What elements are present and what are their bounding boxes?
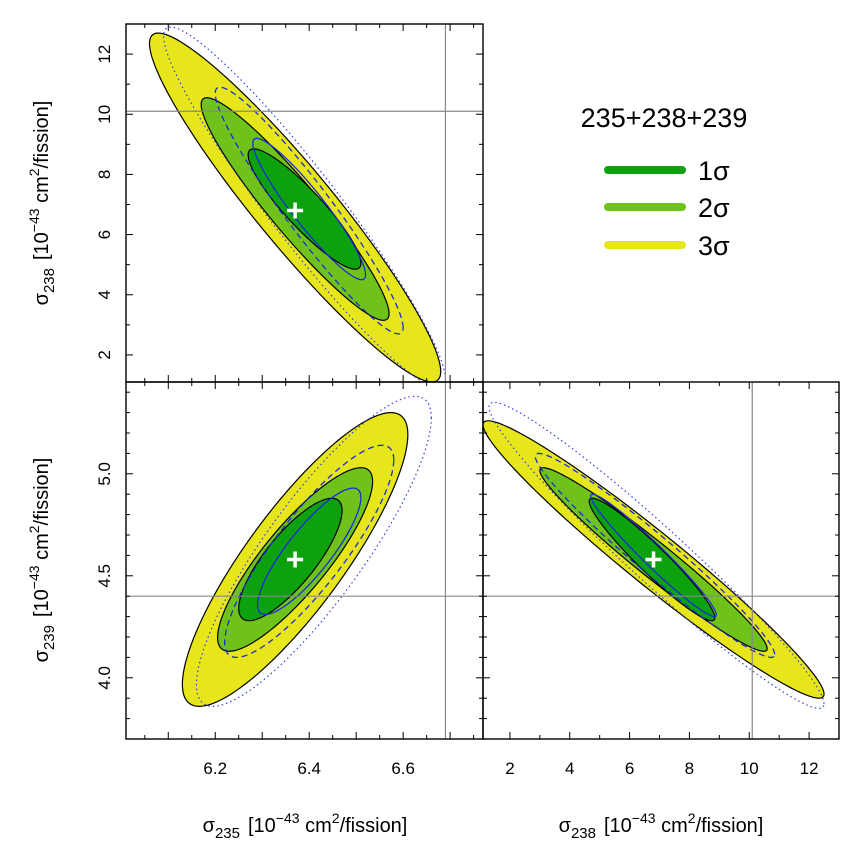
label-subscript: 235 [215,825,240,842]
label-tail: /fission] [31,101,53,169]
plot-area [126,382,483,739]
label-exponent: −43 [26,208,42,232]
x-tick-label: 10 [740,759,759,778]
y-tick-label: 4 [95,290,114,299]
contour-dashed-blue-2sigma [214,86,404,335]
plot-area [126,24,483,382]
y-tick-label: 10 [95,105,114,124]
label-tail: /fission] [696,815,764,837]
label-symbol: σ [31,292,53,305]
label-exponent2: 2 [332,810,340,826]
label-subscript: 238 [41,268,58,293]
legend: 235+238+239 1σ 2σ 3σ [581,103,748,261]
y-tick-label: 5.0 [95,462,114,486]
label-subscript: 239 [41,625,58,650]
legend-label-1sigma: 1σ [698,156,730,186]
x-tick-label: 12 [800,759,819,778]
panel-sigma235-vs-sigma239: 6.2 6.4 6.6 4.0 4.5 5.0 [95,381,484,778]
label-exponent2: 2 [688,810,696,826]
label-tail: /fission] [31,458,53,526]
y-axis-title-sigma239: σ239 [10−43 cm2/fission] [26,458,58,663]
x-axis-title-sigma238: σ238 [10−43 cm2/fission] [559,810,764,842]
panel-sigma238-vs-sigma239: 2 4 6 8 10 12 [482,381,840,778]
y-tick-label: 4.0 [95,666,114,690]
label-tail: /fission] [340,815,408,837]
x-axis-title-sigma235: σ235 [10−43 cm2/fission] [203,810,408,842]
legend-title: 235+238+239 [581,103,748,133]
label-exponent: −43 [26,565,42,589]
plot-area [483,382,839,739]
panel-sigma235-vs-sigma238: 2 4 6 8 10 12 [95,23,484,383]
legend-label-3sigma: 3σ [698,231,730,261]
label-rest: cm [31,176,53,208]
contour-dashed-blue-2sigma [223,444,395,659]
contour-dotted-blue-3sigma [195,395,432,707]
label-exponent2: 2 [26,168,42,176]
x-tick-label: 6 [625,759,634,778]
label-symbol: σ [559,815,572,837]
label-exponent2: 2 [26,525,42,533]
label-rest: cm [300,815,332,837]
best-fit-marker [287,202,304,219]
y-tick-label: 4.5 [95,564,114,588]
label-symbol: σ [31,649,53,662]
contour-dashed-blue-2sigma [534,452,776,659]
y-tick-label: 2 [95,350,114,359]
label-exponent: −43 [632,810,656,826]
label-exponent: −43 [276,810,300,826]
label-unit: [10 [31,232,53,260]
label-unit: [10 [248,815,276,837]
x-tick-label: 6.6 [391,759,415,778]
x-tick-label: 6.2 [203,759,227,778]
contour-solid-blue-1sigma [590,493,717,618]
label-unit: [10 [31,589,53,617]
label-unit: [10 [604,815,632,837]
contour-solid-blue-1sigma [256,487,362,616]
y-tick-label: 12 [95,45,114,64]
best-fit-marker [645,551,662,568]
label-rest: cm [31,533,53,565]
x-tick-label: 8 [685,759,694,778]
legend-label-2sigma: 2σ [698,193,730,223]
contour-dotted-blue-3sigma [162,26,447,382]
x-tick-label: 2 [505,759,514,778]
contour-solid-blue-1sigma [252,137,367,281]
best-fit-marker [287,551,304,568]
x-tick-label: 4 [565,759,574,778]
y-tick-label: 6 [95,230,114,239]
y-tick-label: 8 [95,170,114,179]
label-rest: cm [656,815,688,837]
label-subscript: 238 [571,825,596,842]
x-tick-label: 6.4 [297,759,321,778]
panel-frame [482,381,840,740]
y-axis-title-sigma238: σ238 [10−43 cm2/fission] [26,101,58,306]
label-symbol: σ [203,815,216,837]
legend-entry-3sigma: 3σ [604,231,730,261]
legend-entry-1sigma: 1σ [604,156,730,186]
legend-entry-2sigma: 2σ [604,193,730,223]
